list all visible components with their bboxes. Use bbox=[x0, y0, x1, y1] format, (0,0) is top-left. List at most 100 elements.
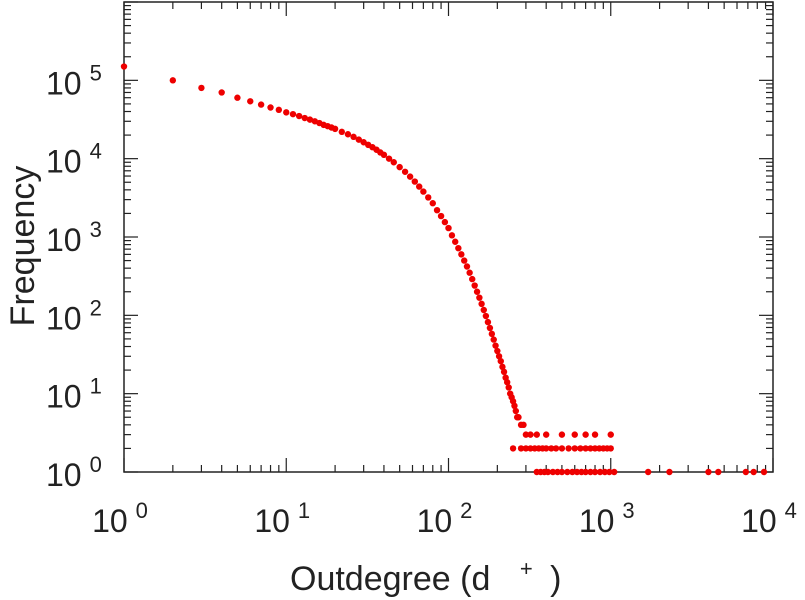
data-point bbox=[582, 445, 589, 452]
data-point bbox=[484, 318, 492, 326]
y-tick-label: 10 1 bbox=[46, 374, 102, 415]
x-axis-title: Outdegree (d + ) bbox=[290, 546, 561, 598]
data-point bbox=[275, 106, 283, 114]
data-point bbox=[577, 445, 584, 452]
data-point bbox=[715, 468, 722, 476]
x-axis-title-superscript: + bbox=[520, 556, 533, 581]
data-point bbox=[558, 445, 566, 452]
data-point bbox=[461, 257, 468, 264]
data-point bbox=[257, 101, 265, 108]
data-point bbox=[441, 218, 449, 226]
data-point bbox=[601, 468, 609, 476]
x-tick-label: 10 4 bbox=[741, 498, 797, 539]
data-point bbox=[548, 445, 555, 452]
y-tick-label: 10 4 bbox=[46, 139, 102, 180]
data-point bbox=[517, 445, 525, 452]
data-point bbox=[591, 431, 599, 438]
data-point bbox=[486, 324, 494, 332]
data-point bbox=[503, 379, 511, 386]
data-point bbox=[420, 188, 427, 195]
x-axis-title-close: ) bbox=[550, 560, 561, 598]
data-point bbox=[437, 212, 445, 220]
data-point bbox=[509, 445, 517, 452]
data-point bbox=[558, 468, 566, 476]
data-point bbox=[492, 342, 499, 349]
data-point bbox=[587, 445, 594, 452]
data-point bbox=[380, 151, 388, 159]
y-tick-label: 10 0 bbox=[46, 452, 102, 493]
data-point bbox=[416, 183, 423, 190]
y-axis-title: Frequency bbox=[4, 166, 42, 327]
x-tick-label: 10 3 bbox=[579, 498, 635, 539]
data-point bbox=[401, 168, 409, 175]
data-point bbox=[542, 431, 550, 438]
data-point bbox=[289, 110, 297, 118]
data-point bbox=[512, 407, 520, 415]
data-point bbox=[666, 468, 673, 476]
data-point bbox=[455, 244, 462, 252]
data-point bbox=[482, 312, 490, 320]
data-point bbox=[198, 84, 205, 92]
data-point bbox=[120, 63, 128, 70]
data-point bbox=[582, 431, 589, 438]
data-point bbox=[338, 128, 346, 136]
data-point bbox=[433, 206, 441, 214]
data-point bbox=[247, 98, 254, 105]
data-point bbox=[522, 431, 530, 438]
data-point bbox=[344, 131, 352, 138]
data-point bbox=[495, 353, 503, 360]
data-point bbox=[606, 468, 613, 476]
data-point bbox=[411, 178, 419, 185]
data-point bbox=[573, 468, 581, 476]
tick-labels: 10 0 10 1 10 2 10 3 10 4 10 0 10 1 10 2 10 3 10 4 10 5 bbox=[46, 60, 797, 539]
data-point bbox=[476, 294, 483, 301]
data-point bbox=[301, 114, 308, 122]
data-point bbox=[542, 445, 550, 452]
plot-frame bbox=[123, 1, 774, 473]
data-point bbox=[515, 414, 522, 421]
data-point bbox=[429, 200, 436, 207]
data-point bbox=[488, 330, 496, 338]
data-point bbox=[283, 109, 290, 116]
data-point bbox=[490, 336, 497, 343]
data-point bbox=[471, 282, 478, 289]
data-point bbox=[350, 133, 357, 141]
data-point bbox=[499, 363, 506, 371]
data-point bbox=[390, 159, 397, 166]
data-point bbox=[406, 173, 414, 180]
data-point bbox=[587, 468, 594, 476]
data-point bbox=[742, 468, 750, 476]
data-point bbox=[596, 468, 604, 476]
data-point bbox=[527, 431, 534, 438]
data-point bbox=[520, 421, 527, 429]
data-point bbox=[463, 263, 471, 270]
data-point bbox=[267, 104, 274, 111]
data-point bbox=[571, 445, 578, 452]
data-point bbox=[396, 163, 403, 171]
y-tick-label: 10 2 bbox=[46, 295, 102, 336]
data-point bbox=[511, 402, 518, 410]
y-tick-label: 10 3 bbox=[46, 217, 102, 258]
data-point bbox=[644, 468, 652, 476]
data-point bbox=[306, 116, 314, 123]
data-point bbox=[607, 445, 614, 452]
tick-marks bbox=[123, 1, 774, 473]
data-point bbox=[582, 468, 589, 476]
data-point bbox=[552, 445, 560, 452]
x-tick-label: 10 2 bbox=[417, 498, 473, 539]
data-point bbox=[533, 431, 540, 438]
x-tick-label: 10 0 bbox=[92, 498, 148, 539]
data-point bbox=[385, 155, 393, 162]
data-point bbox=[564, 468, 571, 476]
data-point bbox=[355, 136, 363, 143]
data-point bbox=[760, 468, 768, 476]
data-point bbox=[234, 94, 241, 101]
data-point bbox=[448, 232, 456, 239]
data-point bbox=[169, 77, 177, 84]
data-point bbox=[218, 89, 225, 96]
data-point bbox=[750, 468, 757, 476]
data-point bbox=[425, 194, 432, 201]
y-tick-label: 10 5 bbox=[46, 60, 102, 101]
data-point bbox=[445, 224, 452, 232]
